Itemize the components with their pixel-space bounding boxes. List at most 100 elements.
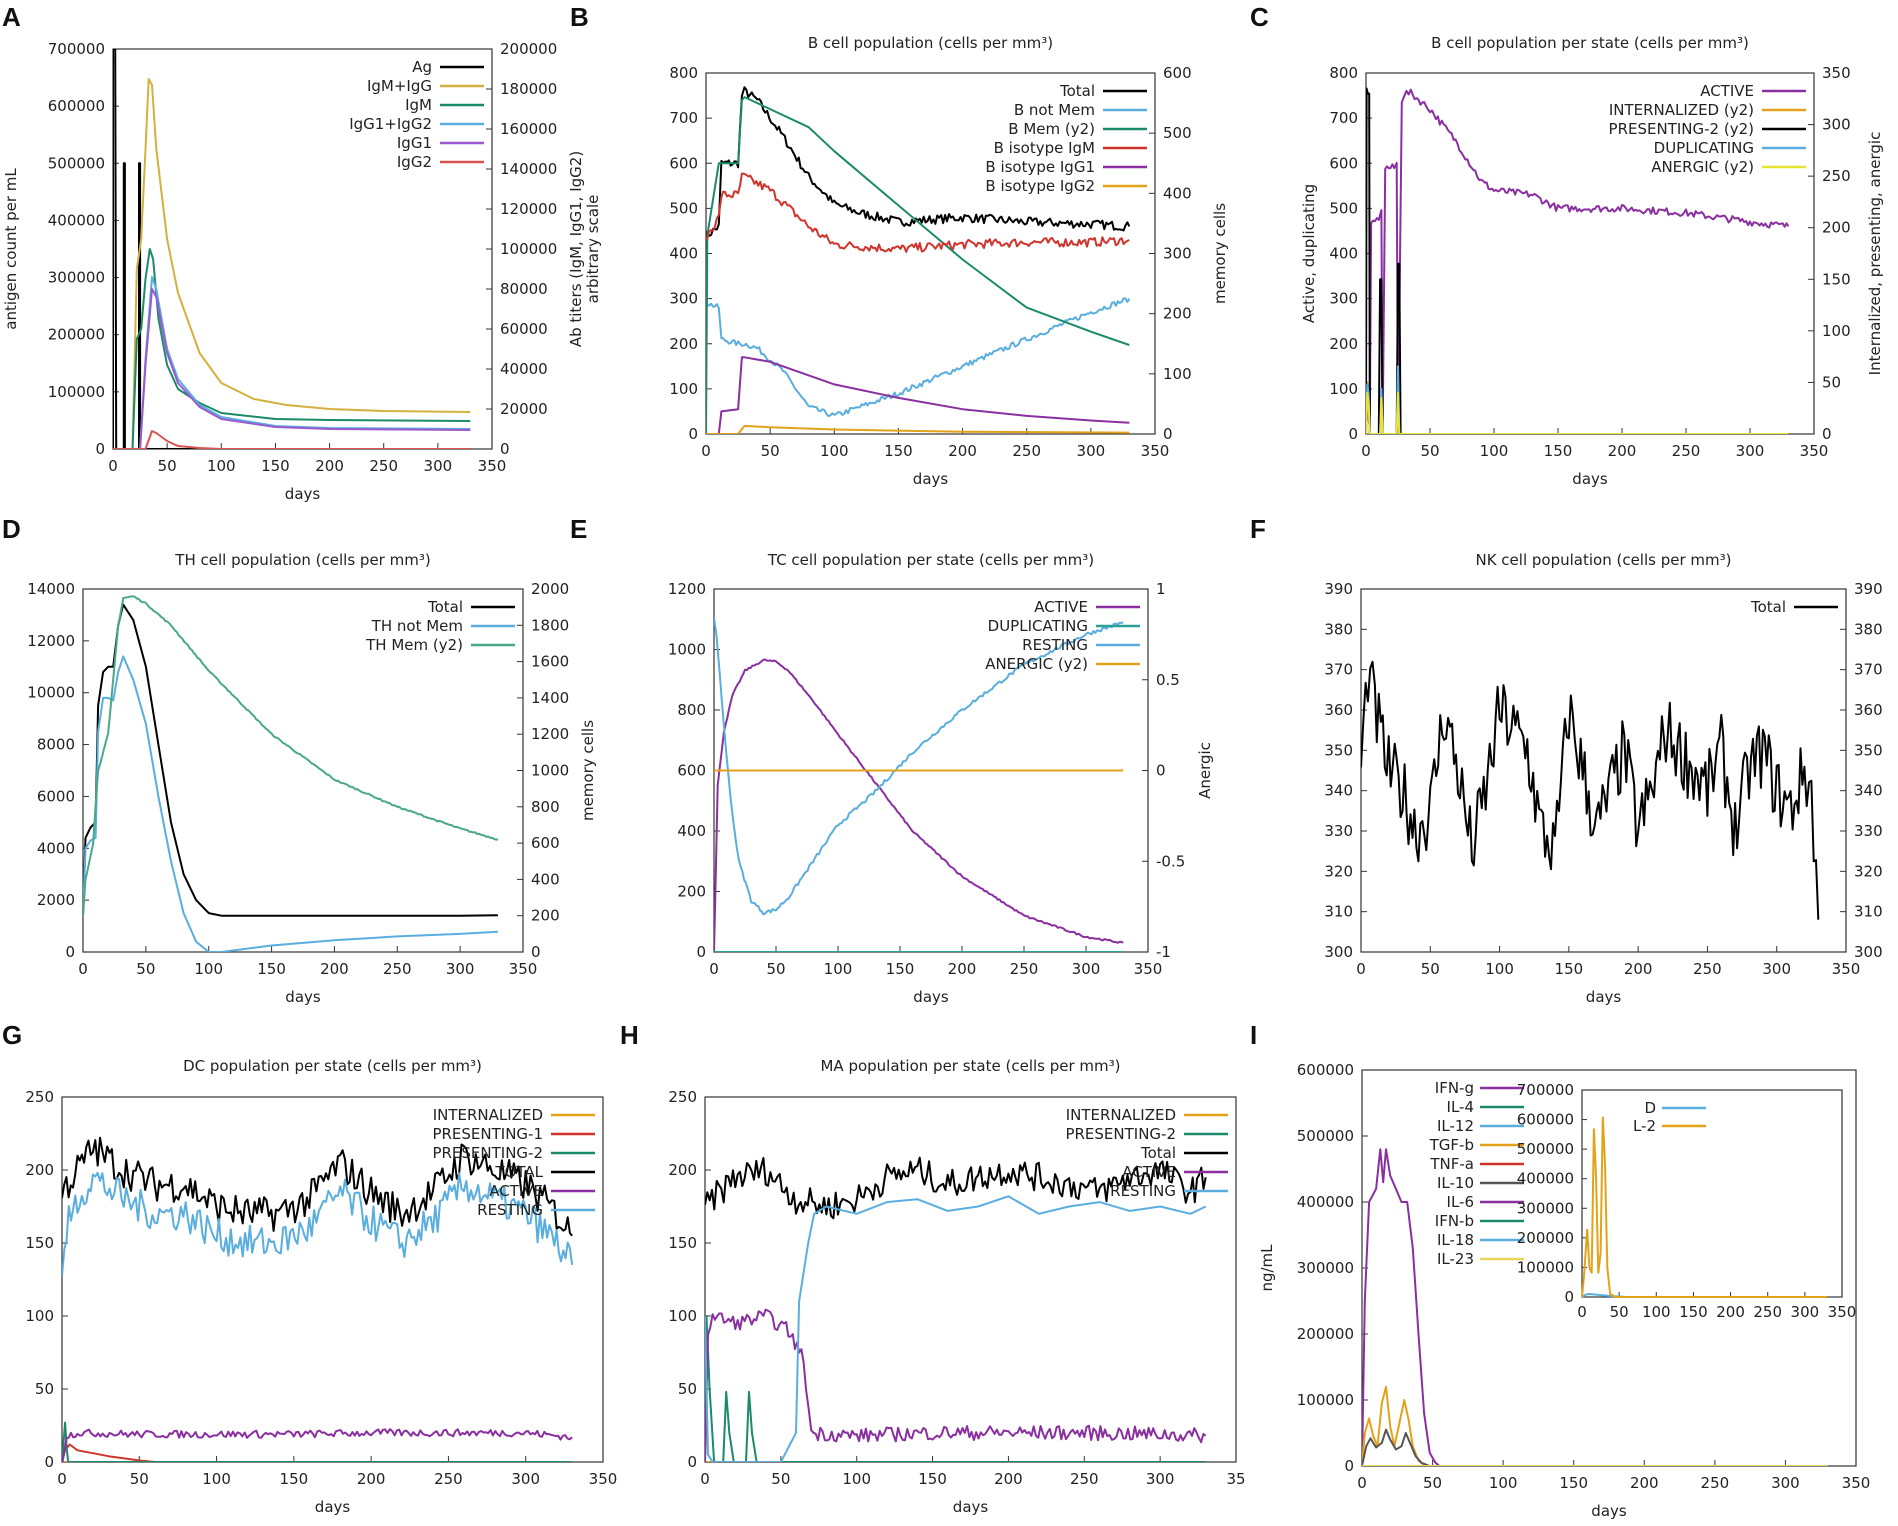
y-tick-label: 320 [1324,862,1353,880]
y-tick-label: 800 [677,701,706,719]
y-tick-label: 200000 [48,326,105,344]
x-tick-label: 150 [1559,1474,1588,1492]
x-tick-label: 150 [280,1470,309,1488]
y2-tick-label: 340 [1854,782,1883,800]
legend-label: Total [427,598,463,616]
x-tick-label: 0 [78,960,88,978]
y2-tick-label: 400 [531,870,560,888]
x-tick-label: 50 [1423,1474,1442,1492]
x-tick-label: 150 [257,960,286,978]
y-tick-label: 250 [668,1088,697,1106]
y-axis-label: ng/mL [1258,1244,1276,1292]
y-tick-label: 0 [696,943,706,961]
x-tick-label: 50 [130,1470,149,1488]
y-tick-label: 100 [669,380,698,398]
series-line-4 [1366,391,1789,434]
legend-label: B isotype IgG2 [985,177,1095,195]
x-tick-label: 300 [424,457,453,475]
x-tick-label: 250 [1672,442,1701,460]
x-tick-label: 350 [1141,442,1170,460]
y-tick-label: 500 [669,199,698,217]
legend-label: TH not Mem [371,617,463,635]
panel-letter: B [570,2,589,32]
y2-tick-label: 100 [1822,322,1851,340]
y-tick-label: 0 [1348,425,1358,443]
y2-tick-label: 400 [1163,184,1192,202]
y2-tick-label: 0 [1156,762,1166,780]
x-tick-label: 250 [1693,960,1722,978]
y-tick-label: 400000 [1297,1193,1354,1211]
series-line-5 [1362,1428,1828,1466]
x-tick-label: 100 [842,1470,871,1488]
x-tick-label: 350 [1842,1474,1871,1492]
y2-tick-label: 1600 [531,653,569,671]
x-axis-label: days [953,1498,989,1516]
y2-tick-label: 40000 [500,360,548,378]
x-tick-label: 50 [766,960,785,978]
series-line-0 [113,49,471,449]
series-line-0 [714,658,1124,952]
y-tick-label: 0 [687,1453,697,1471]
y-tick-label: 400 [1329,245,1358,263]
y-tick-label: 380 [1324,620,1353,638]
y-tick-label: 1200 [668,580,706,598]
y-tick-label: 6000 [37,787,75,805]
y-tick-label: 300000 [1297,1259,1354,1277]
x-tick-label: 250 [434,1470,463,1488]
y-tick-label: 12000 [27,632,75,650]
panel-letter: A [2,2,21,32]
x-tick-label: 0 [57,1470,67,1488]
y-tick-label: 300 [669,290,698,308]
y-tick-label: 350 [1324,741,1353,759]
y2-axis-label: memory cells [1211,203,1229,304]
y-tick-label: 600000 [1297,1061,1354,1079]
series-line-3 [705,1308,1207,1462]
series-line-0 [1361,660,1820,920]
chart-panel-h: H MA population per state (cells per mm³)… [620,1020,1246,1516]
y-tick-label: 340 [1324,782,1353,800]
inset-y-tick-label: 500000 [1517,1140,1574,1158]
y2-tick-label: 0 [1163,425,1173,443]
y2-tick-label: 1 [1156,580,1166,598]
series-line-2 [714,617,1124,916]
series-line-2 [83,595,498,916]
y2-tick-label: 350 [1854,741,1883,759]
panel-letter: G [2,1020,22,1050]
legend-label: PRESENTING-2 [1065,1125,1176,1143]
x-axis-label: days [1586,988,1622,1006]
legend-label: IL-10 [1437,1174,1474,1192]
y2-tick-label: 1200 [531,725,569,743]
inset-y-tick-label: 0 [1564,1288,1574,1306]
y-tick-label: 600 [669,154,698,172]
x-tick-label: 100 [1485,960,1514,978]
x-tick-label: 200 [1624,960,1653,978]
inset-y-tick-label: 600000 [1517,1111,1574,1129]
y-tick-label: 0 [44,1453,54,1471]
y2-tick-label: 370 [1854,661,1883,679]
y2-tick-label: 80000 [500,280,548,298]
inset-series-line-1 [1581,1116,1828,1298]
y-tick-label: 600000 [48,97,105,115]
x-tick-label: 300 [1762,960,1791,978]
x-tick-label: 100 [1489,1474,1518,1492]
y2-tick-label: 300 [1163,245,1192,263]
legend-label: IL-18 [1437,1231,1474,1249]
x-tick-label: 350 [1832,960,1861,978]
x-axis-label: days [285,485,321,503]
series-line-0 [1362,1148,1828,1466]
x-tick-label: 200 [320,960,349,978]
y2-tick-label: 100 [1163,365,1192,383]
x-tick-label: 250 [383,960,412,978]
legend-label: Ag [412,58,432,76]
y-tick-label: 8000 [37,736,75,754]
x-tick-label: 0 [1356,960,1366,978]
y-tick-label: 0 [1344,1457,1354,1475]
series-line-1 [83,655,498,952]
y2-axis-label: Ab titers (IgM, IgG1, IgG2) [567,151,585,347]
y-tick-label: 0 [688,425,698,443]
x-tick-label: 250 [1012,442,1041,460]
x-tick-label: 300 [1072,960,1101,978]
chart-title: B cell population (cells per mm³) [808,34,1053,52]
y-tick-label: 370 [1324,661,1353,679]
x-axis-label: days [1591,1502,1627,1520]
